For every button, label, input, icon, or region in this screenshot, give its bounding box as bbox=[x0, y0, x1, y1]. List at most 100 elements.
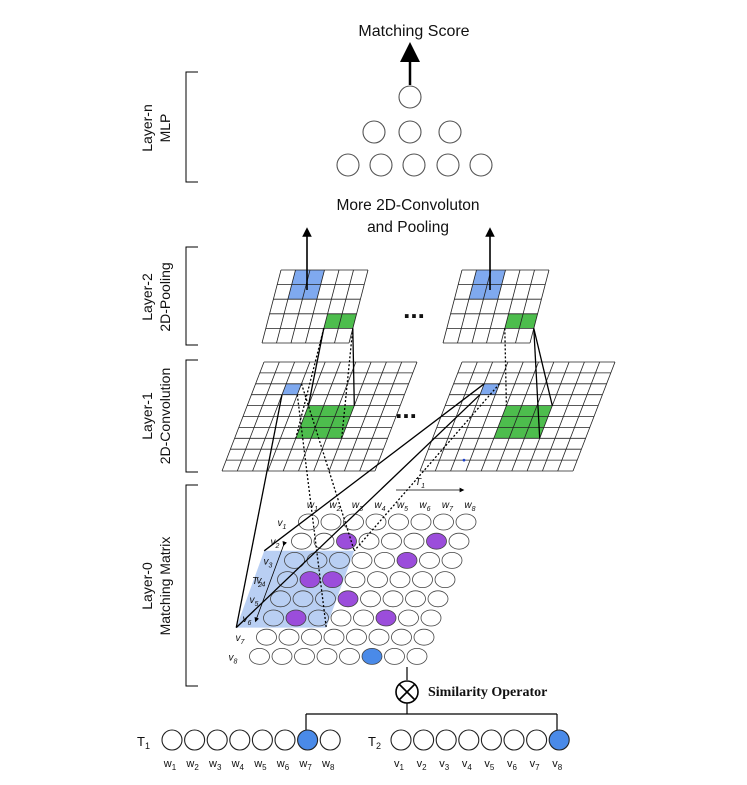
matrix-cell bbox=[403, 532, 425, 550]
matrix-col-label: w6 bbox=[419, 500, 430, 513]
conv-grid-left bbox=[221, 361, 418, 472]
connection-line bbox=[235, 394, 283, 628]
word-label: w5 bbox=[253, 758, 267, 772]
matrix-cell bbox=[343, 513, 364, 531]
word-node bbox=[319, 729, 341, 751]
ellipsis-pooling: ... bbox=[403, 294, 425, 324]
matrix-col-label: w2 bbox=[329, 500, 340, 513]
connection-line bbox=[352, 328, 355, 406]
similarity-operator-label: Similarity Operator bbox=[428, 685, 547, 700]
word-label: v6 bbox=[507, 758, 518, 772]
svg-text:Layer-0: Layer-0 bbox=[139, 562, 155, 610]
t2-axis-arrow bbox=[254, 540, 288, 623]
word-node bbox=[458, 729, 480, 751]
word-node bbox=[390, 729, 412, 751]
matrix-cell bbox=[330, 609, 352, 627]
matrix-cell bbox=[271, 648, 293, 665]
more-conv-line1: More 2D-Convoluton bbox=[336, 197, 479, 214]
matrix-row-label: v8 bbox=[229, 652, 238, 665]
svg-text:Layer-2: Layer-2 bbox=[139, 273, 155, 321]
word-node bbox=[184, 729, 206, 751]
svg-text:Layer-n: Layer-n bbox=[139, 104, 155, 151]
pooling-grid-right bbox=[442, 269, 550, 344]
layer-0-label: Layer-0 Matching Matrix bbox=[139, 537, 173, 636]
matrix-cell bbox=[323, 628, 345, 646]
matrix-cell bbox=[448, 532, 470, 550]
matrix-cell bbox=[375, 609, 397, 627]
matrix-cell bbox=[384, 648, 405, 665]
mlp-node bbox=[438, 120, 462, 144]
matrix-cell bbox=[381, 532, 402, 550]
operator-cross-b bbox=[398, 683, 416, 701]
matrix-cell bbox=[412, 571, 433, 588]
matrix-cell bbox=[285, 609, 307, 627]
matrix-col-label: w3 bbox=[352, 500, 363, 513]
grid-highlight bbox=[480, 383, 500, 395]
matrix-cell bbox=[313, 532, 335, 550]
word-node bbox=[206, 729, 228, 751]
matrix-cell bbox=[396, 552, 418, 569]
word-node bbox=[229, 729, 251, 751]
matrix-col-label: w7 bbox=[442, 500, 454, 513]
matrix-cell bbox=[361, 648, 383, 665]
word-label: w3 bbox=[208, 758, 222, 772]
connection-line bbox=[296, 394, 327, 628]
matching-score-title: Matching Score bbox=[358, 23, 469, 40]
layer-n-label: Layer-n MLP bbox=[139, 104, 173, 151]
layer-2-label: Layer-2 2D-Pooling bbox=[139, 262, 173, 331]
matrix-cell bbox=[256, 628, 277, 646]
marker-dot bbox=[462, 458, 466, 462]
word-node bbox=[480, 729, 502, 751]
matrix-cell bbox=[434, 571, 456, 588]
word-label: v4 bbox=[462, 758, 473, 772]
matrix-cell bbox=[322, 571, 343, 588]
matrix-cell bbox=[270, 590, 291, 608]
word-node bbox=[161, 729, 183, 751]
matrix-cell bbox=[315, 590, 336, 608]
mlp-node bbox=[369, 153, 393, 177]
matrix-cell bbox=[263, 609, 284, 627]
matrix-cell bbox=[346, 628, 367, 646]
t2-axis-label: T2 bbox=[252, 576, 262, 589]
matrix-cell bbox=[351, 552, 373, 569]
mlp-node bbox=[362, 120, 386, 144]
svg-text:2D-Convolution: 2D-Convolution bbox=[157, 368, 173, 465]
svg-text:MLP: MLP bbox=[157, 114, 173, 143]
matrix-cell bbox=[374, 552, 395, 569]
matrix-cell bbox=[320, 513, 342, 531]
matrix-cell bbox=[294, 648, 315, 665]
word-node bbox=[413, 729, 435, 751]
matrix-cell bbox=[329, 552, 350, 569]
matrix-col-label: w4 bbox=[374, 500, 385, 513]
sentence-t2: T2 v1 v2 v3 v4 v5 v6 v7 v8 bbox=[368, 729, 570, 772]
connection-line bbox=[307, 328, 325, 406]
matrix-cell bbox=[308, 609, 329, 627]
matrix-cell bbox=[410, 513, 432, 531]
matrix-col-label: w5 bbox=[397, 500, 408, 513]
connection-line bbox=[295, 328, 325, 439]
matrix-cell bbox=[419, 552, 440, 569]
word-node bbox=[548, 729, 570, 751]
matrix-cell bbox=[301, 628, 322, 646]
matrix-row-label: v1 bbox=[278, 518, 287, 531]
connection-line bbox=[353, 383, 500, 552]
word-label: w1 bbox=[163, 758, 177, 772]
matrix-cell bbox=[316, 648, 338, 665]
matrix-cell bbox=[406, 648, 428, 665]
matrix-cell bbox=[427, 590, 449, 608]
matrix-cell bbox=[365, 513, 387, 531]
mlp-node bbox=[402, 153, 426, 177]
connection-line bbox=[533, 328, 541, 439]
word-label: v1 bbox=[394, 758, 405, 772]
matrix-col-label: w8 bbox=[464, 500, 475, 513]
matrix-cell bbox=[299, 571, 321, 588]
word-node bbox=[274, 729, 296, 751]
connection-lines bbox=[235, 328, 553, 629]
operator-tree bbox=[305, 703, 558, 730]
sentence-label: T2 bbox=[368, 734, 381, 751]
grid-highlight bbox=[493, 405, 553, 439]
matrix-cell bbox=[367, 571, 388, 588]
grid-highlight bbox=[295, 405, 355, 439]
connection-line bbox=[341, 328, 354, 439]
